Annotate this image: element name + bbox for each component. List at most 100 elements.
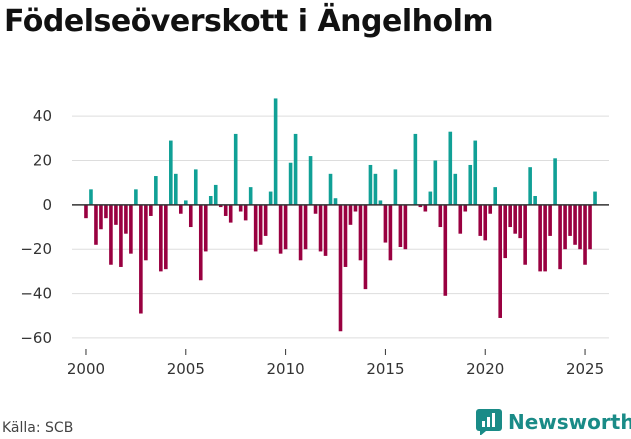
y-tick-label: −60 bbox=[20, 329, 52, 347]
bar bbox=[188, 204, 193, 228]
bar bbox=[258, 204, 263, 245]
bar bbox=[248, 187, 253, 205]
bar bbox=[473, 140, 478, 205]
bar bbox=[278, 204, 283, 254]
bar bbox=[268, 191, 273, 205]
x-tick-label: 2025 bbox=[566, 360, 604, 378]
source-label: Källa: SCB bbox=[2, 420, 74, 436]
y-tick-label: −20 bbox=[20, 240, 52, 258]
y-tick-label: 0 bbox=[42, 196, 52, 214]
bar bbox=[164, 204, 168, 270]
bar bbox=[488, 204, 493, 214]
bar bbox=[139, 204, 143, 314]
bar bbox=[84, 204, 88, 219]
bar bbox=[498, 204, 503, 318]
bar bbox=[493, 187, 498, 205]
bar bbox=[468, 164, 473, 205]
bar bbox=[553, 158, 557, 205]
bar bbox=[134, 189, 138, 205]
y-tick-label: 20 bbox=[33, 152, 52, 170]
bar bbox=[233, 133, 238, 205]
x-tick-label: 2000 bbox=[67, 360, 105, 378]
bar bbox=[178, 204, 183, 214]
bar bbox=[403, 204, 408, 250]
bar bbox=[353, 204, 358, 212]
bar bbox=[343, 204, 348, 267]
bar bbox=[508, 204, 512, 228]
bar bbox=[208, 196, 213, 205]
bar bbox=[89, 189, 93, 205]
bar bbox=[323, 204, 328, 256]
bar bbox=[109, 204, 113, 265]
brand-name: Newsworthy bbox=[508, 410, 631, 434]
bar bbox=[94, 204, 98, 245]
bar bbox=[129, 204, 133, 254]
bar bbox=[193, 169, 198, 205]
bar bbox=[338, 204, 343, 332]
bar bbox=[523, 204, 527, 265]
bar bbox=[458, 204, 463, 234]
bar bbox=[358, 204, 363, 261]
bar bbox=[223, 204, 228, 216]
bar bbox=[303, 204, 308, 250]
bar bbox=[293, 133, 298, 205]
bar bbox=[433, 160, 438, 205]
bar bbox=[298, 204, 303, 261]
bar bbox=[174, 173, 178, 205]
bar bbox=[438, 204, 443, 228]
bar bbox=[528, 167, 532, 205]
bar bbox=[463, 204, 468, 212]
bar bbox=[568, 204, 572, 236]
bar bbox=[518, 204, 522, 239]
x-tick-label: 2015 bbox=[366, 360, 404, 378]
bar bbox=[393, 169, 398, 205]
bar bbox=[203, 204, 208, 252]
bar bbox=[558, 204, 562, 270]
x-tick-label: 2020 bbox=[466, 360, 504, 378]
bar bbox=[483, 204, 488, 241]
bar bbox=[119, 204, 123, 267]
bar bbox=[583, 204, 587, 265]
bar bbox=[388, 204, 393, 261]
bar bbox=[538, 204, 542, 272]
bar bbox=[478, 204, 483, 236]
bar bbox=[563, 204, 567, 250]
bar bbox=[588, 204, 592, 250]
bar bbox=[578, 204, 582, 250]
bars bbox=[84, 98, 597, 332]
bar bbox=[348, 204, 353, 225]
bar bbox=[503, 204, 507, 259]
bar bbox=[99, 204, 103, 230]
bar bbox=[448, 131, 453, 205]
bar bbox=[383, 204, 388, 243]
x-tick-label: 2005 bbox=[167, 360, 205, 378]
bar bbox=[443, 204, 448, 296]
bar bbox=[183, 200, 188, 205]
y-tick-label: −40 bbox=[20, 285, 52, 303]
bar bbox=[218, 204, 223, 208]
bar bbox=[273, 98, 278, 205]
bar bbox=[253, 204, 258, 252]
bar bbox=[548, 204, 552, 236]
bar bbox=[373, 173, 378, 205]
bar bbox=[114, 204, 118, 225]
bar bbox=[263, 204, 268, 236]
bar bbox=[308, 156, 313, 205]
bar bbox=[398, 204, 403, 247]
bar bbox=[428, 191, 433, 205]
bar bbox=[124, 204, 128, 234]
newsworthy-logo-icon bbox=[476, 409, 502, 435]
bar bbox=[154, 176, 158, 205]
bar bbox=[238, 204, 243, 212]
bar bbox=[333, 198, 338, 205]
y-axis-ticks: −60 −40 −20 0 20 40 bbox=[20, 107, 52, 347]
brand-logo[interactable]: Newsworthy bbox=[476, 409, 631, 435]
bar bbox=[418, 204, 423, 208]
bar bbox=[328, 173, 333, 205]
bar bbox=[533, 196, 537, 205]
chart-title: Födelseöverskott i Ängelholm bbox=[4, 4, 494, 39]
bar bbox=[543, 204, 547, 272]
x-axis-ticks: 2000 2005 2010 2015 2020 2025 bbox=[67, 349, 604, 378]
bar bbox=[573, 204, 577, 245]
